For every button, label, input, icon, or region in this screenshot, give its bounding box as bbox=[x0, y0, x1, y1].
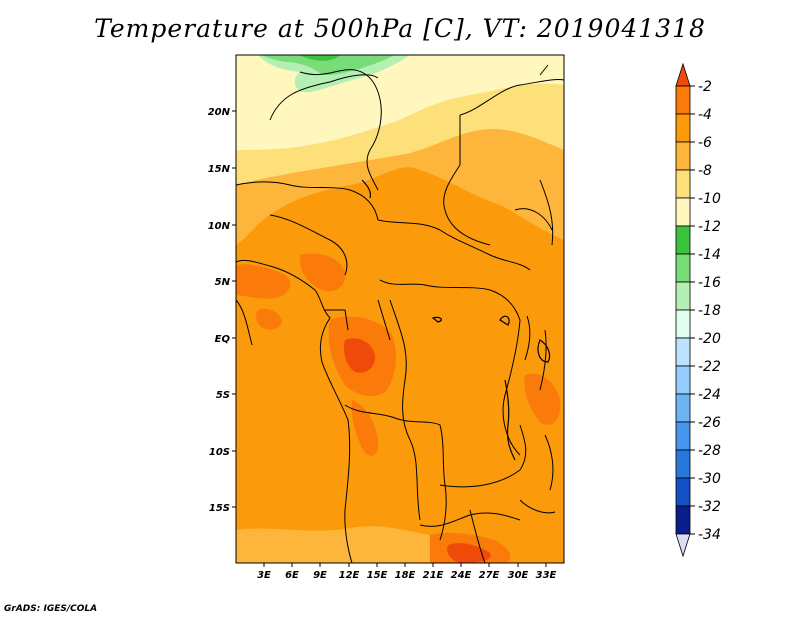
lon-label: 18E bbox=[395, 570, 416, 581]
colorbar-cap-top bbox=[675, 62, 691, 87]
colorbar-segment bbox=[675, 113, 691, 143]
lon-label: 30E bbox=[508, 570, 529, 581]
colorbar-label: -2 bbox=[698, 79, 712, 95]
lakes bbox=[361, 179, 551, 461]
colorbar-segment bbox=[675, 169, 691, 199]
colorbar-segment bbox=[675, 365, 691, 395]
colorbar-segment bbox=[675, 449, 691, 479]
field-hot-congo bbox=[344, 338, 376, 373]
chart-title: Temperature at 500hPa [C], VT: 201904131… bbox=[94, 14, 706, 43]
field-warm-coast bbox=[351, 400, 379, 456]
colorbar-segment bbox=[675, 197, 691, 227]
field-cool-south bbox=[236, 526, 430, 563]
colorbar-label: -34 bbox=[698, 527, 721, 543]
colorbar-segment bbox=[675, 85, 691, 115]
colorbar-label: -20 bbox=[698, 331, 721, 347]
colorbar-segment bbox=[675, 309, 691, 339]
colorbar-segment bbox=[675, 337, 691, 367]
lon-label: 21E bbox=[423, 570, 444, 581]
lat-label: 10N bbox=[208, 221, 231, 232]
lat-label: 10S bbox=[209, 447, 230, 458]
colorbar-label: -22 bbox=[698, 359, 721, 375]
map-frame bbox=[235, 54, 565, 564]
lon-label: 27E bbox=[479, 570, 500, 581]
lat-label: 5N bbox=[215, 277, 231, 288]
colorbar-label: -28 bbox=[698, 443, 721, 459]
colorbar-segment bbox=[675, 281, 691, 311]
colorbar-segment bbox=[675, 477, 691, 507]
colorbar-label: -8 bbox=[698, 163, 712, 179]
colorbar-segment bbox=[675, 141, 691, 171]
colorbar-label: -32 bbox=[698, 499, 721, 515]
field-warm-gulf bbox=[255, 308, 282, 330]
colorbar-label: -14 bbox=[698, 247, 721, 263]
colorbar-label: -4 bbox=[698, 107, 712, 123]
field-warm-west bbox=[236, 264, 291, 299]
lat-axis: 20N 15N 10N 5N EQ 5S 10S 15S bbox=[208, 107, 236, 514]
map-panel bbox=[236, 55, 564, 563]
coastlines bbox=[236, 64, 564, 563]
colorbar-segment bbox=[675, 393, 691, 423]
field-green-dark bbox=[300, 55, 340, 61]
credit-text: GrADS: IGES/COLA bbox=[4, 604, 98, 614]
lat-label: EQ bbox=[215, 334, 231, 345]
colorbar-label: -26 bbox=[698, 415, 721, 431]
colorbar-label: -10 bbox=[698, 191, 721, 207]
colorbar: -2 -4 -6 -8 -10 -12 -14 -16 -18 -20 -22 -24 -26 -28 -3… bbox=[675, 62, 721, 558]
lat-label: 15S bbox=[209, 503, 230, 514]
colorbar-cap-bottom bbox=[675, 533, 691, 558]
lon-label: 3E bbox=[257, 570, 271, 581]
lon-label: 24E bbox=[451, 570, 472, 581]
field-warm-mid bbox=[299, 253, 346, 292]
lat-label: 20N bbox=[208, 107, 231, 118]
colorbar-label: -24 bbox=[698, 387, 721, 403]
colorbar-segment bbox=[675, 225, 691, 255]
lon-label: 15E bbox=[367, 570, 388, 581]
lon-label: 12E bbox=[339, 570, 360, 581]
lon-axis: 3E 6E 9E 12E 15E 18E 21E 24E 27E 30E 33E bbox=[257, 563, 557, 581]
colorbar-segment bbox=[675, 505, 691, 535]
colorbar-label: -6 bbox=[698, 135, 712, 151]
lat-label: 15N bbox=[208, 164, 231, 175]
colorbar-segment bbox=[675, 253, 691, 283]
colorbar-label: -16 bbox=[698, 275, 721, 291]
colorbar-label: -30 bbox=[698, 471, 721, 487]
colorbar-label: -18 bbox=[698, 303, 721, 319]
lat-label: 5S bbox=[216, 390, 230, 401]
lon-label: 9E bbox=[313, 570, 327, 581]
field-warm-east bbox=[524, 373, 561, 425]
lon-label: 6E bbox=[285, 570, 299, 581]
lon-label: 33E bbox=[536, 570, 557, 581]
colorbar-label: -12 bbox=[698, 219, 721, 235]
colorbar-segment bbox=[675, 421, 691, 451]
field-green-mid bbox=[262, 55, 395, 76]
